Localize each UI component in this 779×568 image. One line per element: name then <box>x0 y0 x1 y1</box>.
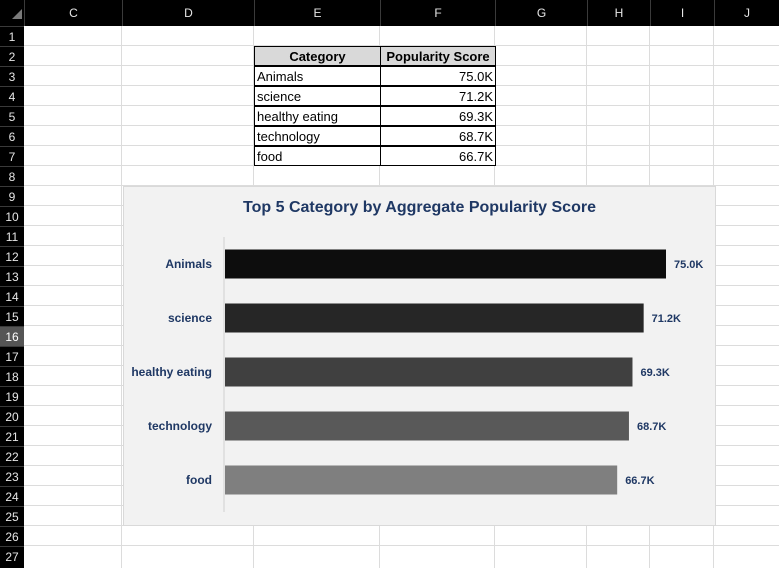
bar-science[interactable] <box>225 303 644 333</box>
grid-column-line <box>121 26 122 568</box>
chart-plot: Animals 75.0K science 71.2K healthy eating 69… <box>131 237 703 512</box>
row-header-bar: 1 2 3 4 5 6 7 8 9 10 11 12 13 14 15 16 17 18 19 20 21 22 23 24 2… <box>0 26 24 568</box>
table-cell-score[interactable]: 69.3K <box>380 106 496 126</box>
table-cell-category[interactable]: Animals <box>254 66 381 86</box>
row-header-11[interactable]: 11 <box>0 226 24 246</box>
row-header-21[interactable]: 21 <box>0 426 24 446</box>
category-tick-label: science <box>168 311 212 325</box>
row-header-10[interactable]: 10 <box>0 206 24 226</box>
row-header-23[interactable]: 23 <box>0 466 24 486</box>
row-header-18[interactable]: 18 <box>0 366 24 386</box>
bar-healthy-eating[interactable] <box>225 357 633 387</box>
category-tick-label: healthy eating <box>131 365 212 379</box>
row-header-24[interactable]: 24 <box>0 486 24 506</box>
bar-chart[interactable]: Top 5 Category by Aggregate Popularity S… <box>123 186 716 526</box>
bar-data-label: 66.7K <box>625 475 654 487</box>
column-header-g[interactable]: G <box>495 0 587 26</box>
row-header-2[interactable]: 2 <box>0 46 24 66</box>
row-header-8[interactable]: 8 <box>0 166 24 186</box>
row-header-19[interactable]: 19 <box>0 386 24 406</box>
row-header-7[interactable]: 7 <box>0 146 24 166</box>
row-header-17[interactable]: 17 <box>0 346 24 366</box>
bar-technology[interactable] <box>225 411 629 441</box>
column-header-h[interactable]: H <box>587 0 650 26</box>
grid-row-line <box>24 45 779 46</box>
row-header-4[interactable]: 4 <box>0 86 24 106</box>
category-tick-label: food <box>186 473 212 487</box>
row-header-6[interactable]: 6 <box>0 126 24 146</box>
row-header-16[interactable]: 16 <box>0 326 24 346</box>
column-header-e[interactable]: E <box>254 0 380 26</box>
table-cell-score[interactable]: 71.2K <box>380 86 496 106</box>
table-cell-category[interactable]: science <box>254 86 381 106</box>
grid-row-line <box>24 185 779 186</box>
category-tick-label: technology <box>148 419 212 433</box>
table-cell-category[interactable]: technology <box>254 126 381 146</box>
table-cell-score[interactable]: 66.7K <box>380 146 496 166</box>
table-header-popularity-score[interactable]: Popularity Score <box>380 46 496 66</box>
row-header-9[interactable]: 9 <box>0 186 24 206</box>
column-header-d[interactable]: D <box>122 0 254 26</box>
row-header-26[interactable]: 26 <box>0 526 24 546</box>
table-cell-category[interactable]: food <box>254 146 381 166</box>
row-header-14[interactable]: 14 <box>0 286 24 306</box>
row-header-22[interactable]: 22 <box>0 446 24 466</box>
table-cell-score[interactable]: 68.7K <box>380 126 496 146</box>
row-header-15[interactable]: 15 <box>0 306 24 326</box>
bar-animals[interactable] <box>225 249 666 279</box>
row-header-1[interactable]: 1 <box>0 26 24 46</box>
table-cell-score[interactable]: 75.0K <box>380 66 496 86</box>
row-header-13[interactable]: 13 <box>0 266 24 286</box>
grid-row-line <box>24 545 779 546</box>
category-tick-label: Animals <box>165 257 212 271</box>
bar-data-label: 69.3K <box>640 367 669 379</box>
column-header-j[interactable]: J <box>714 0 779 26</box>
bar-food[interactable] <box>225 465 618 495</box>
column-header-i[interactable]: I <box>650 0 714 26</box>
row-header-25[interactable]: 25 <box>0 506 24 526</box>
bar-data-label: 71.2K <box>652 313 681 325</box>
select-all-icon[interactable] <box>12 9 22 19</box>
bar-data-label: 68.7K <box>637 421 666 433</box>
bar-data-label: 75.0K <box>674 259 703 271</box>
row-header-3[interactable]: 3 <box>0 66 24 86</box>
row-header-27[interactable]: 27 <box>0 546 24 566</box>
row-header-20[interactable]: 20 <box>0 406 24 426</box>
table-header-category[interactable]: Category <box>254 46 381 66</box>
table-cell-category[interactable]: healthy eating <box>254 106 381 126</box>
row-header-12[interactable]: 12 <box>0 246 24 266</box>
chart-title: Top 5 Category by Aggregate Popularity S… <box>243 199 596 216</box>
row-header-5[interactable]: 5 <box>0 106 24 126</box>
column-header-f[interactable]: F <box>380 0 495 26</box>
column-header-c[interactable]: C <box>24 0 122 26</box>
